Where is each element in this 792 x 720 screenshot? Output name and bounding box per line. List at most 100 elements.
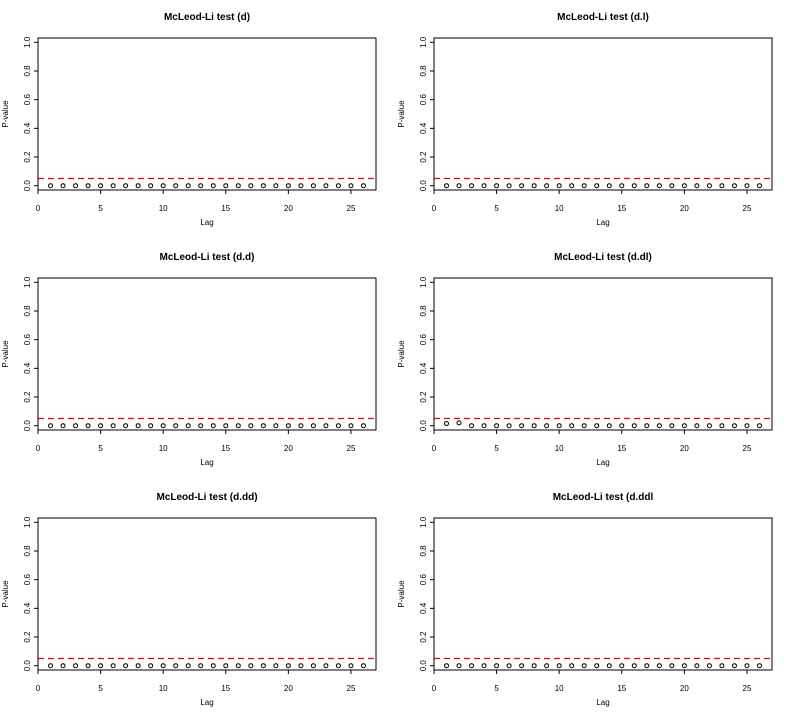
data-point xyxy=(619,423,625,429)
x-axis-label: Lag xyxy=(200,458,213,467)
data-point xyxy=(148,183,154,189)
data-point xyxy=(185,423,191,429)
data-point xyxy=(210,663,216,669)
data-point xyxy=(360,183,366,189)
data-point xyxy=(506,423,512,429)
chart-panel-5: McLeod-Li test (d.dd) 0 5 10 15 20 25 0.0 0.2 0.4… xyxy=(1,492,377,707)
x-tick-label: 25 xyxy=(347,684,356,693)
x-axis-label: Lag xyxy=(596,698,609,707)
data-point xyxy=(494,663,500,669)
data-point xyxy=(135,183,141,189)
x-tick-label: 5 xyxy=(494,204,499,213)
y-tick-label: 0.4 xyxy=(419,602,428,614)
x-tick-label: 10 xyxy=(159,444,168,453)
y-tick-label: 0.4 xyxy=(23,362,32,374)
y-tick-label: 0.8 xyxy=(23,545,32,557)
y-tick-label: 0.8 xyxy=(419,65,428,77)
data-point xyxy=(631,663,637,669)
y-tick-label: 0.2 xyxy=(23,151,32,163)
data-point xyxy=(594,183,600,189)
y-tick-label: 0.8 xyxy=(419,545,428,557)
data-point xyxy=(731,423,737,429)
x-tick-label: 5 xyxy=(494,444,499,453)
y-tick-label: 0.4 xyxy=(419,362,428,374)
data-point xyxy=(148,423,154,429)
data-point xyxy=(481,183,487,189)
y-tick-label: 0.8 xyxy=(419,305,428,317)
x-tick-label: 20 xyxy=(284,444,293,453)
data-point xyxy=(335,663,341,669)
y-tick-label: 0.2 xyxy=(419,391,428,403)
y-tick-label: 1.0 xyxy=(419,276,428,288)
data-point xyxy=(756,183,762,189)
data-point xyxy=(235,183,241,189)
y-tick-label: 0.8 xyxy=(23,65,32,77)
plot-frame xyxy=(37,517,377,671)
data-point xyxy=(681,663,687,669)
data-point xyxy=(669,183,675,189)
data-point xyxy=(744,663,750,669)
data-point xyxy=(544,183,550,189)
x-tick-label: 5 xyxy=(98,444,103,453)
data-point xyxy=(569,663,575,669)
data-point xyxy=(173,663,179,669)
x-tick-label: 0 xyxy=(36,684,41,693)
y-tick-label: 1.0 xyxy=(23,36,32,48)
x-tick-label: 25 xyxy=(743,684,752,693)
data-point xyxy=(744,423,750,429)
chart-title: McLeod-Li test (d) xyxy=(164,12,250,23)
data-point xyxy=(348,183,354,189)
y-tick-label: 0.4 xyxy=(419,122,428,134)
data-point xyxy=(731,663,737,669)
x-tick-label: 25 xyxy=(743,204,752,213)
data-point xyxy=(556,663,562,669)
data-point xyxy=(123,423,129,429)
data-point xyxy=(444,663,450,669)
chart-title: McLeod-Li test (d.ddl xyxy=(553,492,654,503)
plot-frame xyxy=(433,37,773,191)
y-tick-label: 0.6 xyxy=(419,574,428,586)
x-tick-label: 10 xyxy=(555,444,564,453)
data-point xyxy=(644,663,650,669)
data-point xyxy=(644,423,650,429)
x-tick-label: 5 xyxy=(494,684,499,693)
data-point xyxy=(235,423,241,429)
chart-panel-2: McLeod-Li test (d.l) 0 5 10 15 20 25 0.0 0.2 0.4 0… xyxy=(397,12,773,227)
data-point xyxy=(456,663,462,669)
y-axis-label: P-value xyxy=(1,340,10,368)
x-tick-label: 15 xyxy=(617,204,626,213)
y-axis-label: P-value xyxy=(397,580,406,608)
y-tick-label: 1.0 xyxy=(23,516,32,528)
data-point xyxy=(494,183,500,189)
data-point xyxy=(335,423,341,429)
data-point xyxy=(594,423,600,429)
data-point xyxy=(185,183,191,189)
data-point xyxy=(569,183,575,189)
data-point xyxy=(619,183,625,189)
data-point xyxy=(85,423,91,429)
y-tick-label: 0.6 xyxy=(23,574,32,586)
data-point xyxy=(519,183,525,189)
data-point xyxy=(556,423,562,429)
y-tick-label: 1.0 xyxy=(23,276,32,288)
data-point xyxy=(756,663,762,669)
x-tick-label: 15 xyxy=(617,444,626,453)
data-point xyxy=(110,423,116,429)
data-point xyxy=(444,183,450,189)
x-tick-label: 10 xyxy=(159,204,168,213)
x-tick-label: 0 xyxy=(432,684,437,693)
data-point xyxy=(531,183,537,189)
y-tick-label: 0.4 xyxy=(23,602,32,614)
data-point xyxy=(160,423,166,429)
y-tick-label: 0.0 xyxy=(23,180,32,192)
data-point xyxy=(60,663,66,669)
data-point xyxy=(631,423,637,429)
x-axis-label: Lag xyxy=(596,218,609,227)
data-point xyxy=(148,663,154,669)
data-point xyxy=(198,663,204,669)
y-tick-label: 0.0 xyxy=(419,660,428,672)
chart-title: McLeod-Li test (d.l) xyxy=(557,12,649,23)
data-point xyxy=(469,663,475,669)
plot-frame xyxy=(37,277,377,431)
